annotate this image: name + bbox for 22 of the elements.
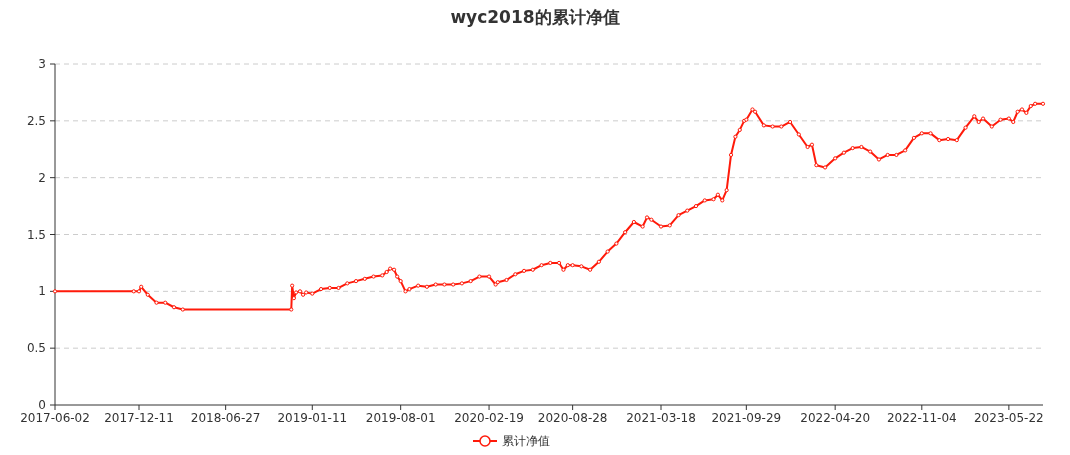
x-tick-label: 2022-11-04 [886, 411, 957, 425]
x-tick-label: 2023-05-22 [974, 411, 1044, 425]
y-tick-label: 2 [38, 170, 46, 185]
x-tick-label: 2021-09-29 [711, 411, 782, 425]
x-tick-label: 2017-12-11 [104, 411, 174, 425]
x-tick-label: 2018-06-27 [190, 411, 261, 425]
y-tick-label: 1 [38, 284, 46, 299]
x-tick-label: 2017-06-02 [20, 411, 90, 425]
chart-title: wyc2018的累计净值 [450, 7, 620, 27]
x-tick-label: 2020-02-19 [454, 411, 524, 425]
x-tick-label: 2021-03-18 [626, 411, 696, 425]
legend-label: 累计净值 [502, 434, 550, 448]
x-tick-label: 2019-08-01 [365, 411, 436, 425]
x-tick-label: 2019-01-11 [277, 411, 348, 425]
x-tick-label: 2022-04-20 [800, 411, 871, 425]
x-tick-label: 2020-08-28 [537, 411, 608, 425]
y-tick-label: 1.5 [26, 227, 46, 242]
y-tick-label: 0.5 [26, 341, 46, 356]
y-tick-label: 3 [38, 57, 46, 71]
y-tick-label: 2.5 [26, 113, 46, 128]
y-tick-label: 0 [38, 398, 46, 412]
legend: 累计净值 [472, 434, 550, 448]
